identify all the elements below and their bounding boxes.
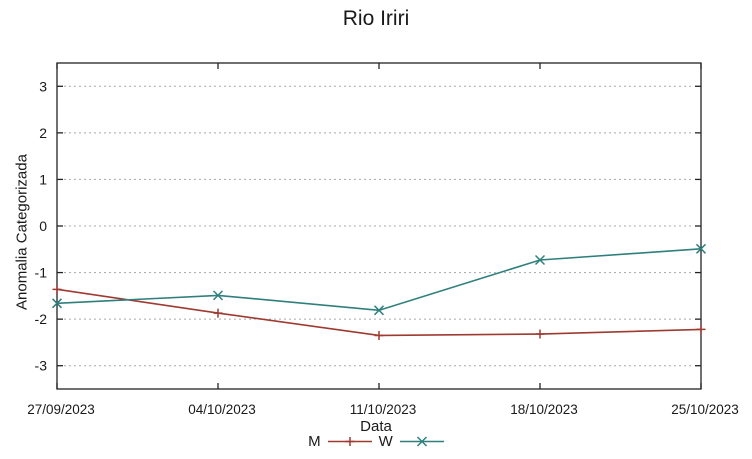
legend-label-w: W	[378, 433, 393, 450]
svg-text:1: 1	[39, 171, 47, 187]
legend: M W	[0, 433, 752, 450]
svg-text:0: 0	[39, 218, 47, 234]
svg-text:11/10/2023: 11/10/2023	[350, 402, 417, 417]
x-axis-label: Data	[360, 418, 392, 435]
chart-title: Rio Iriri	[342, 7, 410, 30]
svg-text:2: 2	[39, 125, 47, 141]
svg-text:04/10/2023: 04/10/2023	[188, 402, 256, 417]
svg-text:-2: -2	[35, 311, 48, 327]
svg-text:25/10/2023: 25/10/2023	[671, 402, 739, 417]
svg-text:-3: -3	[35, 358, 48, 374]
svg-text:-1: -1	[35, 265, 48, 281]
legend-line-m-icon	[327, 437, 372, 446]
legend-line-w-icon	[399, 436, 444, 447]
svg-text:27/09/2023: 27/09/2023	[27, 402, 95, 417]
legend-label-m: M	[308, 433, 321, 450]
svg-text:18/10/2023: 18/10/2023	[510, 402, 578, 417]
svg-text:3: 3	[39, 78, 47, 94]
